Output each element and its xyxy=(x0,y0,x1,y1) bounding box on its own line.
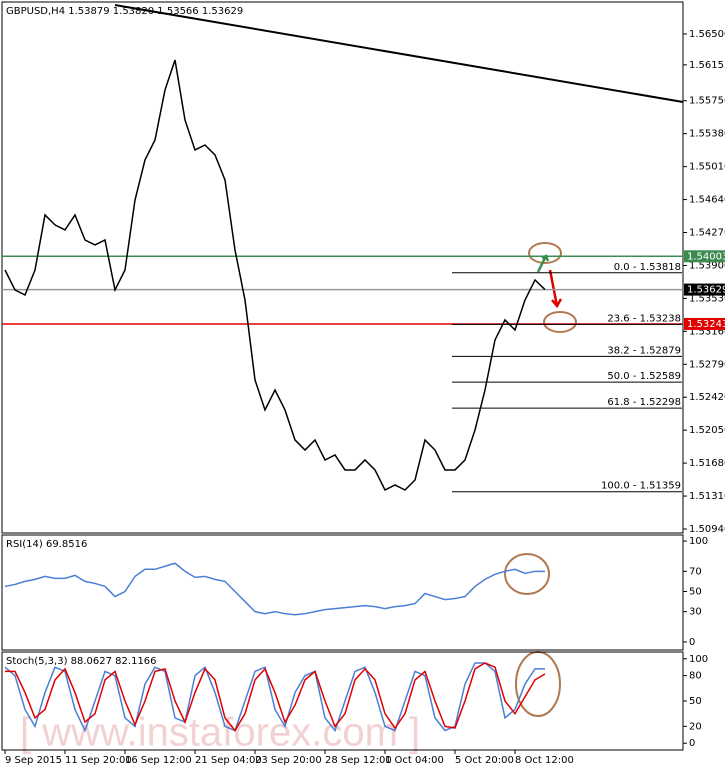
y-tick-label: 0 xyxy=(689,738,695,749)
y-tick-label: 1.54640 xyxy=(689,195,725,206)
y-tick-label: 1.52420 xyxy=(689,392,725,403)
x-tick-label: 16 Sep 12:00 xyxy=(125,755,192,766)
y-tick-label: 1.53160 xyxy=(689,326,725,337)
panel-title: GBPUSD,H4 1.53879 1.53820 1.53566 1.5362… xyxy=(6,6,243,17)
y-tick-label: 1.51680 xyxy=(689,458,725,469)
annotation-circle xyxy=(543,311,577,333)
y-tick-label: 1.56153 xyxy=(689,60,725,71)
panel-title: Stoch(5,3,3) 88.0627 82.1166 xyxy=(6,656,157,667)
y-tick-label: 80 xyxy=(689,671,702,682)
y-tick-label: 1.55750 xyxy=(689,96,725,107)
fib-label: 23.6 - 1.53238 xyxy=(607,313,681,324)
level-label: 1.53243 xyxy=(687,319,725,330)
y-tick-label: 1.50940 xyxy=(689,524,725,535)
series-line xyxy=(4,59,546,492)
y-tick-label: 1.54270 xyxy=(689,228,725,239)
y-tick-label: 1.52050 xyxy=(689,425,725,436)
y-tick-label: 1.51310 xyxy=(689,491,725,502)
annotation-circle xyxy=(504,553,550,595)
watermark: [ www.instaforex.com ] xyxy=(20,711,420,755)
level-tag xyxy=(684,250,725,263)
fib-label: 50.0 - 1.52589 xyxy=(607,371,681,382)
x-tick-label: 21 Sep 04:00 xyxy=(195,755,262,766)
x-tick-label: 9 Sep 2015 xyxy=(5,755,62,766)
x-tick-label: 8 Oct 12:00 xyxy=(515,755,574,766)
y-tick-label: 50 xyxy=(689,696,702,707)
series-line xyxy=(5,662,546,732)
y-tick-label: 50 xyxy=(689,586,702,597)
trend-line xyxy=(114,4,684,103)
fib-label: 0.0 - 1.53818 xyxy=(614,262,681,273)
x-tick-label: 23 Sep 20:00 xyxy=(255,755,322,766)
level-tag xyxy=(684,317,725,330)
y-tick-label: 70 xyxy=(689,566,702,577)
annotation-circle xyxy=(528,242,562,264)
y-tick-label: 1.55010 xyxy=(689,162,725,173)
y-tick-label: 1.53900 xyxy=(689,260,725,271)
x-tick-label: 11 Sep 20:00 xyxy=(65,755,132,766)
level-label: 1.53629 xyxy=(687,285,725,296)
arrow-down xyxy=(548,269,563,309)
x-tick-label: 1 Oct 04:00 xyxy=(385,755,444,766)
fib-label: 38.2 - 1.52879 xyxy=(607,345,681,356)
panel-frame xyxy=(1,1,684,534)
fib-label: 100.0 - 1.51359 xyxy=(601,481,681,492)
panel-frame xyxy=(1,534,684,651)
y-tick-label: 100 xyxy=(689,654,708,665)
x-tick-label: 5 Oct 20:00 xyxy=(455,755,514,766)
y-tick-label: 30 xyxy=(689,607,702,618)
y-tick-label: 1.55380 xyxy=(689,129,725,140)
series-line xyxy=(4,562,545,616)
y-tick-label: 1.52790 xyxy=(689,359,725,370)
level-label: 1.54003 xyxy=(687,251,725,262)
y-tick-label: 1.56500 xyxy=(689,29,725,40)
y-tick-label: 20 xyxy=(689,721,702,732)
fib-label: 61.8 - 1.52298 xyxy=(607,397,681,408)
level-tag xyxy=(684,283,725,296)
x-tick-label: 28 Sep 12:00 xyxy=(325,755,392,766)
y-tick-label: 1.53530 xyxy=(689,293,725,304)
y-tick-label: 100 xyxy=(689,536,708,547)
panel-title: RSI(14) 69.8516 xyxy=(6,539,87,550)
y-tick-label: 0 xyxy=(689,637,695,648)
